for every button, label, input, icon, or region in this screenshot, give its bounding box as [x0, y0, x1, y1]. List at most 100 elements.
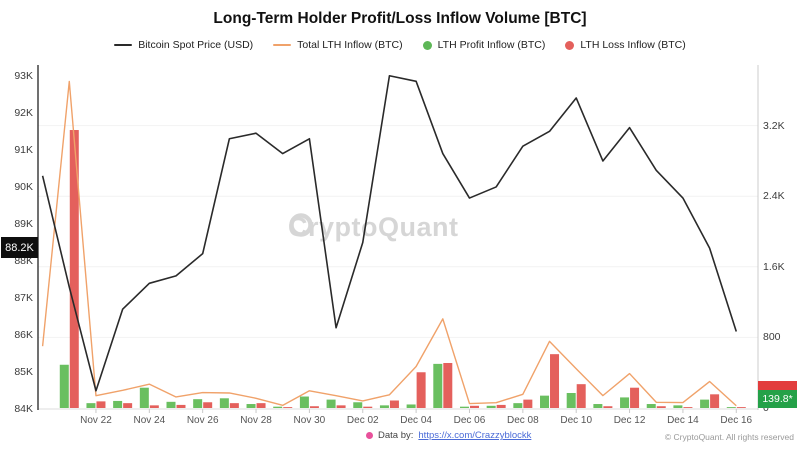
x-axis-label: Nov 28 — [240, 415, 272, 426]
loss-bar — [123, 403, 133, 408]
legend-item-2[interactable]: LTH Profit Inflow (BTC) — [422, 39, 546, 51]
loss-bar — [710, 394, 720, 408]
legend-item-3[interactable]: LTH Loss Inflow (BTC) — [565, 39, 686, 51]
loss-bar — [283, 407, 293, 408]
volume-axis-label: 0 — [763, 402, 769, 414]
legend: Bitcoin Spot Price (USD) Total LTH Inflow… — [0, 39, 800, 51]
price-axis-label: 90K — [14, 180, 33, 193]
data-by-dot-icon — [366, 432, 373, 439]
loss-bar — [576, 384, 586, 408]
profit-bar — [299, 396, 309, 408]
loss-bar — [656, 406, 666, 408]
loss-bar — [256, 403, 266, 408]
volume-axis-label: 2.4K — [763, 190, 785, 203]
volume-axis-label: 800 — [763, 331, 781, 344]
x-axis-label: Dec 12 — [613, 415, 646, 426]
x-axis-label: Dec 16 — [720, 415, 753, 426]
profit-bar — [379, 405, 389, 408]
data-by-label: Data by: — [378, 430, 414, 441]
x-axis-label: Dec 08 — [506, 415, 539, 426]
cryptoquant-logo-icon — [289, 213, 313, 237]
profit-bar — [246, 404, 256, 408]
legend-dot-icon — [565, 40, 575, 50]
loss-bar — [69, 130, 79, 408]
total-inflow-line — [41, 80, 737, 407]
profit-bar — [166, 401, 176, 408]
x-axis-label: Dec 06 — [453, 415, 486, 426]
legend-item-1[interactable]: Total LTH Inflow (BTC) — [273, 39, 403, 51]
legend-item-label: Bitcoin Spot Price (USD) — [138, 39, 254, 51]
profit-bar — [433, 363, 443, 408]
legend-dot-icon — [422, 40, 432, 50]
profit-bar — [406, 404, 416, 408]
profit-bar — [113, 400, 123, 408]
legend-line-icon — [114, 44, 133, 46]
legend-item-0[interactable]: Bitcoin Spot Price (USD) — [114, 39, 253, 51]
x-axis-label: Dec 10 — [560, 415, 593, 426]
loss-bar — [736, 407, 746, 408]
loss-bar — [336, 405, 346, 408]
loss-bar — [229, 403, 239, 408]
profit-bar — [326, 399, 336, 408]
profit-bar — [513, 403, 523, 408]
volume-badge: 139.8* — [758, 390, 797, 408]
loss-bar — [96, 401, 106, 408]
profit-bar — [540, 395, 550, 408]
loss-bar — [309, 406, 319, 408]
data-by-link[interactable]: https://x.com/Crazzyblockk — [418, 430, 532, 441]
profit-bar — [193, 399, 203, 408]
loss-bar — [683, 407, 693, 408]
profit-bar — [646, 404, 656, 408]
profit-bar — [593, 404, 603, 408]
profit-bar — [219, 398, 229, 408]
footer: Data by: https://x.com/Crazzyblockk — [366, 430, 531, 441]
loss-bar — [149, 405, 159, 408]
profit-bar — [353, 402, 363, 408]
loss-bar — [363, 406, 373, 408]
price-axis-label: 89K — [14, 218, 33, 230]
x-axis-label: Nov 30 — [293, 415, 326, 426]
price-axis-label: 88K — [14, 255, 33, 268]
price-axis-label: 84K — [14, 403, 33, 416]
x-axis-label: Dec 04 — [400, 415, 432, 426]
loss-bar — [630, 387, 640, 408]
legend-line-icon — [273, 44, 292, 46]
price-badge: 88.2K — [1, 237, 38, 258]
x-axis-label: Dec 02 — [346, 415, 379, 426]
x-axis-label: Dec 14 — [667, 415, 699, 426]
loss-bar — [416, 372, 426, 408]
profit-bar — [620, 397, 630, 408]
loss-bar — [523, 399, 533, 408]
watermark: CryptoQuant — [288, 212, 459, 243]
watermark-text: CryptoQuant — [288, 212, 459, 242]
volume-axis-label: 1.6K — [763, 260, 785, 273]
price-axis-label: 92K — [14, 106, 33, 119]
loss-bar — [496, 404, 506, 408]
profit-bar — [700, 399, 710, 408]
profit-bar — [86, 403, 96, 408]
price-line — [41, 74, 738, 392]
x-axis-label: Nov 22 — [80, 415, 112, 426]
x-axis-label: Nov 24 — [133, 415, 166, 426]
price-axis-label: 93K — [14, 69, 33, 82]
price-axis-label: 85K — [14, 366, 33, 379]
price-axis-label: 91K — [14, 143, 33, 156]
loss-bar — [603, 406, 613, 408]
volume-badge-red-strip — [758, 381, 797, 390]
loss-bar — [469, 405, 479, 408]
copyright-text: © CryptoQuant. All rights reserved — [664, 432, 794, 442]
profit-bar — [486, 405, 496, 408]
profit-bar — [139, 387, 149, 408]
legend-item-label: Total LTH Inflow (BTC) — [297, 39, 403, 51]
loss-bar — [389, 400, 399, 408]
volume-axis-label: 3.2K — [763, 119, 785, 132]
loss-bar — [203, 402, 213, 408]
profit-bar — [566, 392, 576, 408]
profit-bar — [726, 407, 736, 408]
legend-item-label: LTH Profit Inflow (BTC) — [437, 39, 546, 51]
price-axis-label: 87K — [14, 292, 33, 305]
page-title: Long-Term Holder Profit/Loss Inflow Volu… — [213, 10, 587, 27]
